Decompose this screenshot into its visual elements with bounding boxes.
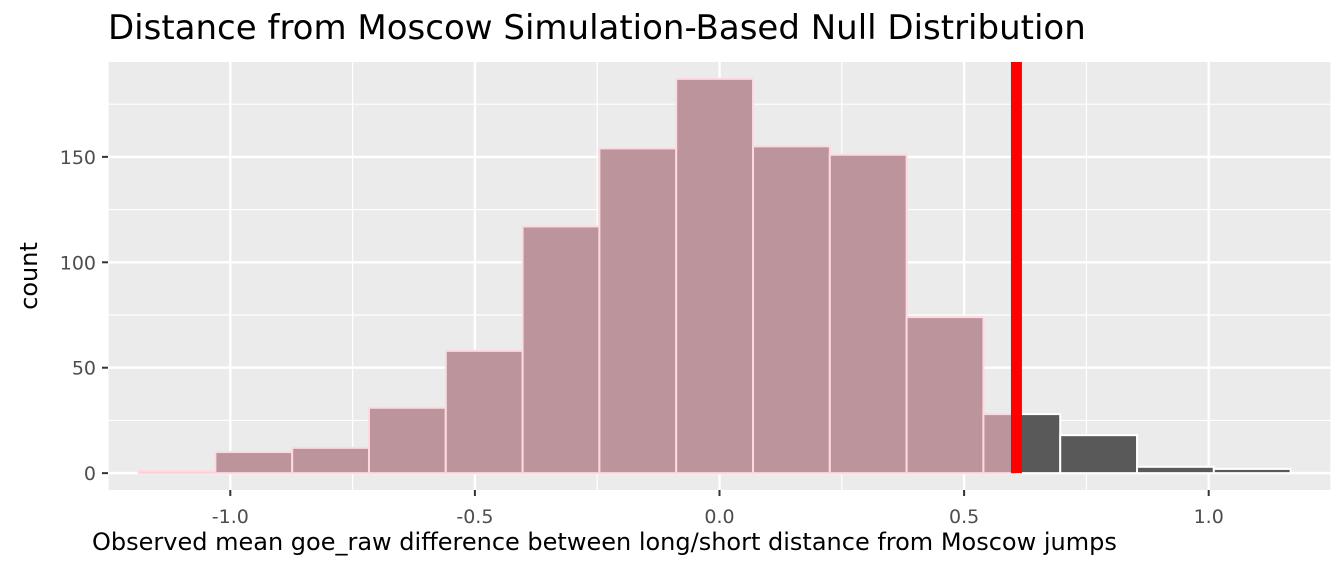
chart-title: Distance from Moscow Simulation-Based Nu… — [108, 8, 1086, 48]
y-tick-label: 50 — [72, 358, 96, 380]
histogram-bar-shaded — [1015, 413, 1062, 475]
y-tick-labels: 0 50 100 150 — [60, 147, 96, 485]
histogram-bar — [521, 225, 601, 475]
histogram-bars — [137, 77, 1292, 475]
histogram-bar — [291, 446, 370, 475]
x-tick-label: 0.0 — [704, 506, 734, 528]
x-tick-labels: -1.0 -0.5 0.0 0.5 1.0 — [212, 506, 1224, 528]
x-tick-label: 1.0 — [1194, 506, 1224, 528]
histogram-bar — [598, 147, 678, 475]
histogram-bar — [214, 451, 294, 475]
histogram-bar — [752, 145, 831, 475]
x-tick-label: 0.5 — [949, 506, 979, 528]
histogram-bar — [828, 153, 908, 475]
y-tick-label: 0 — [84, 463, 96, 485]
histogram-bar — [367, 406, 447, 475]
y-tick-label: 100 — [60, 252, 96, 274]
axis-ticks — [102, 155, 1210, 496]
x-tick-label: -1.0 — [212, 506, 249, 528]
x-tick-label: -0.5 — [456, 506, 493, 528]
histogram-bar-shaded — [1136, 465, 1215, 475]
histogram-bar-shaded — [1059, 434, 1139, 475]
x-axis-label: Observed mean goe_raw difference between… — [92, 528, 1117, 556]
y-tick-label: 150 — [60, 147, 96, 169]
histogram-bar — [905, 316, 985, 475]
histogram-bar — [982, 413, 1018, 475]
histogram-bar — [137, 470, 217, 475]
histogram-bar — [444, 349, 524, 475]
histogram-bar-shaded — [1212, 467, 1292, 475]
histogram-bar — [675, 77, 755, 475]
